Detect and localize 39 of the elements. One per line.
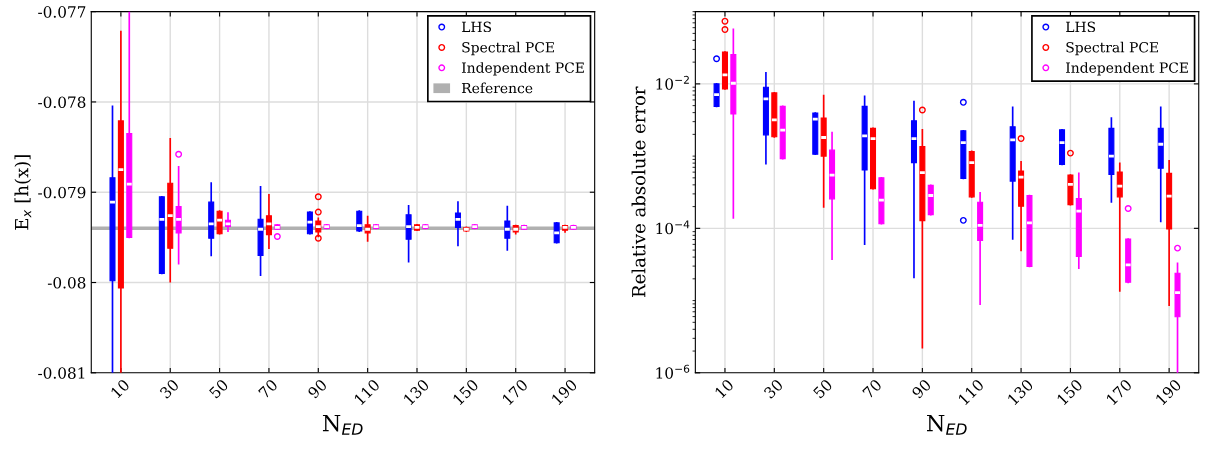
y-tick-label: 10$^{−6}$ xyxy=(656,364,690,379)
legend-label: Independent PCE xyxy=(461,62,584,76)
x-tick-label: 150 xyxy=(452,378,480,406)
y-tick-label: 10$^{−4}$ xyxy=(656,220,690,235)
legend-label: Spectral PCE xyxy=(462,41,554,56)
x-tick-label: 190 xyxy=(551,378,578,406)
x-tick-label: 70 xyxy=(257,378,279,399)
y-tick-label: -0.081 xyxy=(38,367,85,379)
x-tick-label: 30 xyxy=(159,378,180,399)
x-tick-label: 90 xyxy=(911,378,932,400)
x-tick-label: 90 xyxy=(307,378,328,400)
x-tick-label: 10 xyxy=(714,378,735,399)
y-tick-label: -0.079 xyxy=(38,186,86,199)
x-tick-label: 190 xyxy=(1155,378,1182,406)
y-tick-label: 10$^{−2}$ xyxy=(656,75,689,90)
y-tick-label: -0.077 xyxy=(38,6,86,18)
x-tick-label: 50 xyxy=(208,378,229,399)
x-tick-label: 50 xyxy=(812,378,833,399)
legend-label: Independent PCE xyxy=(1066,62,1188,76)
y-tick-label: -0.08 xyxy=(47,276,86,289)
x-tick-label: 10 xyxy=(110,378,131,399)
x-tick-label: 70 xyxy=(862,378,883,399)
x-axis-title: N$_{ED}$ xyxy=(322,414,363,435)
x-tick-label: 130 xyxy=(1007,378,1034,406)
x-tick-label: 150 xyxy=(1056,378,1084,406)
y-axis-title: Relative absolute error xyxy=(631,86,646,297)
x-tick-label: 110 xyxy=(353,378,381,406)
x-tick-label: 170 xyxy=(1105,378,1133,406)
legend-label: LHS xyxy=(461,21,492,33)
x-tick-label: 30 xyxy=(763,378,784,399)
legend-label: Spectral PCE xyxy=(1066,41,1159,56)
x-tick-label: 170 xyxy=(501,378,529,406)
x-tick-label: 130 xyxy=(402,378,430,406)
legend-label: Reference xyxy=(461,82,533,94)
y-axis-title: E$_{x}$ [h(x)] xyxy=(14,155,32,230)
y-tick-label: -0.078 xyxy=(38,96,86,108)
x-axis-title: N$_{ED}$ xyxy=(927,414,967,435)
x-tick-label: 110 xyxy=(957,378,985,406)
legend-label: LHS xyxy=(1066,21,1096,33)
